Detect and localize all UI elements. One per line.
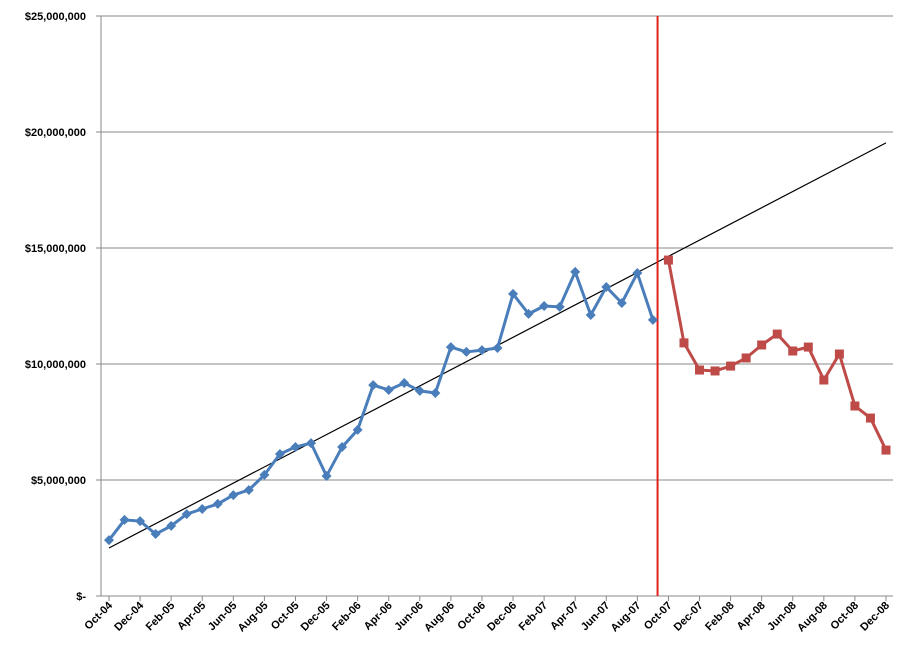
- marker: [274, 449, 285, 460]
- marker: [445, 342, 456, 353]
- marker: [663, 255, 673, 265]
- x-tick-label: Feb-05: [144, 600, 178, 634]
- x-tick-label: Apr-06: [362, 600, 395, 633]
- marker: [616, 297, 627, 308]
- marker: [834, 349, 844, 359]
- marker: [492, 342, 503, 353]
- marker: [679, 338, 689, 348]
- marker: [337, 442, 348, 453]
- series-line: [666, 259, 888, 451]
- marker: [788, 346, 798, 356]
- y-tick-label: $-: [76, 591, 86, 603]
- marker: [368, 380, 379, 391]
- x-tick-label: Jun-05: [206, 600, 240, 634]
- x-tick-label: Apr-07: [548, 600, 581, 633]
- y-tick-label: $20,000,000: [25, 127, 86, 139]
- marker: [321, 471, 332, 482]
- x-tick-label: Jun-06: [392, 600, 426, 634]
- x-tick-label: Aug-06: [422, 600, 457, 635]
- marker: [508, 288, 519, 299]
- marker: [383, 384, 394, 395]
- marker: [135, 516, 146, 527]
- marker: [881, 445, 891, 455]
- marker: [228, 490, 239, 501]
- marker: [726, 361, 736, 371]
- x-tick-label: Oct-08: [828, 600, 861, 633]
- x-tick-label: Feb-06: [330, 600, 364, 634]
- marker: [290, 442, 301, 453]
- x-tick-label: Dec-04: [112, 599, 147, 634]
- x-tick-label: Oct-04: [82, 599, 115, 632]
- marker: [695, 365, 705, 375]
- marker: [259, 469, 270, 480]
- marker: [414, 385, 425, 396]
- marker: [803, 342, 813, 352]
- marker: [352, 424, 363, 435]
- marker: [197, 504, 208, 514]
- x-tick-label: Aug-05: [236, 600, 271, 635]
- marker: [523, 308, 534, 319]
- marker: [476, 345, 487, 356]
- marker: [757, 340, 767, 350]
- marker: [212, 498, 223, 509]
- x-tick-label: Oct-07: [642, 600, 675, 633]
- marker: [819, 375, 829, 385]
- marker: [850, 401, 860, 411]
- marker: [570, 266, 581, 277]
- marker: [430, 388, 441, 398]
- marker: [865, 413, 875, 423]
- x-tick-label: Feb-08: [703, 600, 737, 634]
- x-tick-label: Aug-08: [795, 600, 830, 635]
- x-tick-label: Dec-05: [299, 600, 333, 634]
- y-tick-label: $15,000,000: [25, 243, 86, 255]
- x-tick-label: Jun-07: [579, 600, 613, 634]
- marker: [741, 353, 751, 363]
- marker: [243, 484, 254, 495]
- marker: [772, 329, 782, 339]
- x-tick-label: Dec-06: [485, 600, 519, 634]
- x-tick-label: Apr-08: [735, 600, 768, 633]
- x-tick-label: Feb-07: [517, 600, 551, 634]
- marker: [306, 438, 317, 449]
- marker: [601, 281, 612, 292]
- marker: [104, 535, 114, 546]
- marker: [585, 310, 596, 321]
- marker: [181, 509, 192, 520]
- marker: [119, 514, 130, 525]
- x-tick-label: Aug-07: [609, 600, 644, 635]
- y-tick-label: $5,000,000: [31, 475, 86, 487]
- x-tick-label: Dec-07: [672, 600, 706, 634]
- marker: [166, 520, 177, 531]
- y-tick-label: $10,000,000: [25, 359, 86, 371]
- marker: [150, 529, 161, 540]
- x-tick-label: Oct-05: [269, 600, 302, 633]
- marker: [539, 301, 550, 311]
- marker: [554, 301, 565, 312]
- marker: [632, 268, 643, 279]
- marker: [710, 366, 720, 376]
- x-tick-label: Oct-06: [455, 600, 488, 633]
- x-tick-label: Apr-05: [175, 600, 208, 633]
- x-tick-label: Dec-08: [858, 600, 892, 634]
- marker: [461, 346, 472, 357]
- marker: [399, 378, 410, 389]
- x-tick-label: Jun-08: [765, 600, 799, 634]
- y-tick-label: $25,000,000: [25, 11, 86, 23]
- marker: [647, 314, 658, 325]
